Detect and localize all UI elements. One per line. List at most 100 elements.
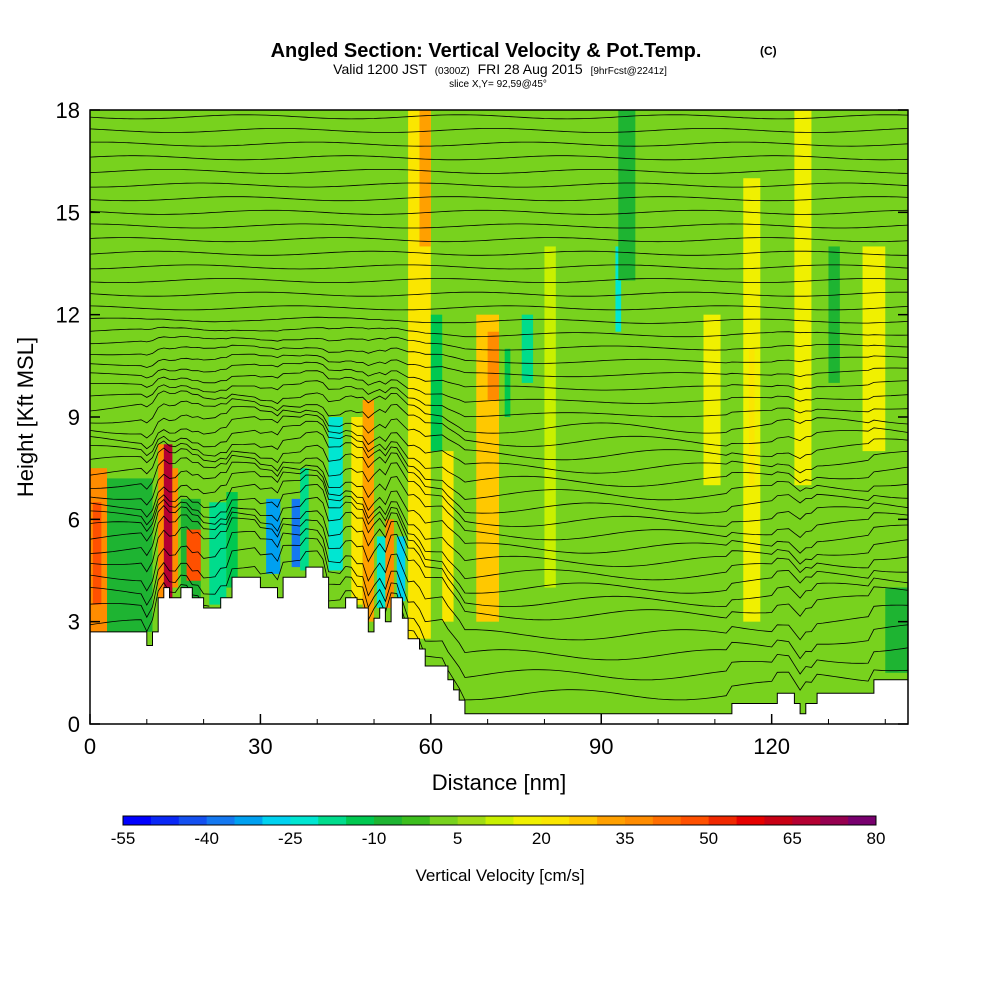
- theta-contour-38: [90, 155, 908, 161]
- colorbar-swatch-26: [848, 816, 877, 825]
- y-tick-label: 12: [56, 303, 80, 328]
- theta-contour-9: [90, 468, 908, 554]
- theta-contour-26: [90, 316, 908, 324]
- theta-contour-11: [90, 454, 908, 527]
- theta-contour-19: [90, 380, 908, 418]
- theta-contour-23: [90, 344, 908, 364]
- velocity-cell-2: [107, 478, 153, 632]
- y-axis: 0 3 6 9 12 15 18: [56, 98, 908, 737]
- velocity-cell-20: [419, 110, 431, 247]
- colorbar-tick-label: -40: [194, 829, 219, 848]
- colorbar-swatch-14: [513, 816, 542, 825]
- theta-contour-1: [90, 550, 908, 681]
- colorbar-swatch-24: [792, 816, 821, 825]
- velocity-cell-25: [504, 348, 511, 417]
- theta-contour-20: [90, 370, 908, 404]
- colorbar-swatch-3: [206, 816, 235, 825]
- theta-contour-34: [90, 209, 908, 215]
- colorbar-swatch-17: [597, 816, 626, 825]
- velocity-cell-36: [885, 587, 908, 673]
- colorbar-swatch-5: [262, 816, 291, 825]
- colorbar-swatch-11: [429, 816, 459, 825]
- theta-contour-33: [90, 223, 908, 229]
- theta-contour-22: [90, 353, 908, 378]
- y-tick-label: 9: [68, 405, 80, 430]
- theta-contour-36: [90, 182, 908, 188]
- colorbar-swatch-12: [457, 816, 486, 825]
- colorbar-swatch-6: [290, 816, 319, 825]
- y-axis-label: Height [Kft MSL]: [13, 337, 38, 497]
- theta-contour-7: [90, 483, 908, 581]
- velocity-cell-35: [862, 246, 886, 452]
- chart-title: Angled Section: Vertical Velocity & Pot.…: [271, 40, 702, 62]
- theta-contour-5: [90, 510, 908, 607]
- theta-contour-21: [90, 361, 908, 391]
- theta-contour-10: [90, 461, 908, 541]
- colorbar-swatch-16: [569, 816, 598, 825]
- velocity-cell-5: [172, 468, 179, 588]
- colorbar-swatch-0: [123, 816, 152, 825]
- theta-contour-6: [90, 496, 908, 594]
- colorbar-swatch-18: [625, 816, 654, 825]
- colorbar-tick-label: 80: [867, 829, 886, 848]
- colorbar-swatch-21: [708, 816, 737, 825]
- velocity-cell-14: [351, 417, 363, 605]
- velocity-cell-16: [376, 536, 386, 609]
- theta-contour-32: [90, 237, 908, 243]
- terrain-mask: [90, 567, 908, 724]
- theta-contour-28: [90, 291, 908, 297]
- x-tick-label: 30: [248, 734, 272, 759]
- velocity-cell-34: [828, 246, 840, 383]
- slice-label: slice X,Y= 92,59@45°: [449, 79, 547, 90]
- plot-area: [90, 110, 908, 724]
- velocity-cell-29: [618, 110, 636, 281]
- y-tick-label: 3: [68, 610, 80, 635]
- theta-contour-31: [90, 250, 908, 256]
- theta-contour-8: [90, 474, 908, 567]
- theta-contours: [90, 114, 908, 701]
- subtitle-utc: (0300Z): [435, 66, 470, 77]
- velocity-cell-10: [266, 498, 281, 574]
- velocity-cell-3: [158, 444, 164, 598]
- velocity-cell-11: [291, 498, 301, 568]
- colorbar-label: Vertical Velocity [cm/s]: [415, 866, 584, 885]
- colorbar-swatch-4: [234, 816, 263, 825]
- theta-contour-24: [90, 336, 908, 351]
- theta-contour-12: [90, 444, 908, 514]
- colorbar-swatch-13: [485, 816, 514, 825]
- terrain-outline: [90, 566, 908, 724]
- colorbar-swatch-22: [736, 816, 765, 825]
- colorbar-swatch-7: [318, 816, 347, 825]
- colorbar-tick-label: -55: [111, 829, 136, 848]
- theta-contour-2: [90, 537, 908, 661]
- theta-contour-27: [90, 305, 908, 311]
- y-tick-label: 18: [56, 98, 80, 123]
- x-tick-label: 90: [589, 734, 613, 759]
- subtitle-valid-time: Valid 1200 JST: [333, 61, 427, 77]
- velocity-cell-18: [396, 536, 406, 602]
- theta-contour-14: [90, 420, 908, 487]
- colorbar-frame: [122, 815, 877, 826]
- colorbar-swatch-25: [820, 816, 849, 825]
- velocity-cell-12: [300, 468, 309, 571]
- y-tick-label: 0: [68, 712, 80, 737]
- colorbar-swatch-20: [680, 816, 710, 825]
- theta-contour-35: [90, 196, 908, 202]
- colorbar-tick-label: 5: [453, 829, 462, 848]
- colorbar-tick-label: -25: [278, 829, 303, 848]
- velocity-cell-27: [544, 246, 556, 588]
- velocity-cell-9: [226, 492, 238, 588]
- subtitle-forecast: [9hrFcst@2241z]: [591, 66, 668, 77]
- velocity-cell-8: [209, 502, 227, 605]
- x-tick-label: 120: [753, 734, 790, 759]
- theta-contour-3: [90, 528, 908, 641]
- colorbar-swatch-10: [401, 816, 431, 825]
- velocity-cell-15: [362, 399, 375, 622]
- colorbar-swatch-19: [652, 816, 682, 825]
- velocity-cell-7: [186, 529, 201, 581]
- colorbar-swatch-23: [764, 816, 793, 825]
- theta-contour-37: [90, 169, 908, 174]
- colorbar-tick-label: -10: [362, 829, 387, 848]
- velocity-cell-33: [794, 110, 812, 486]
- x-tick-label: 0: [84, 734, 96, 759]
